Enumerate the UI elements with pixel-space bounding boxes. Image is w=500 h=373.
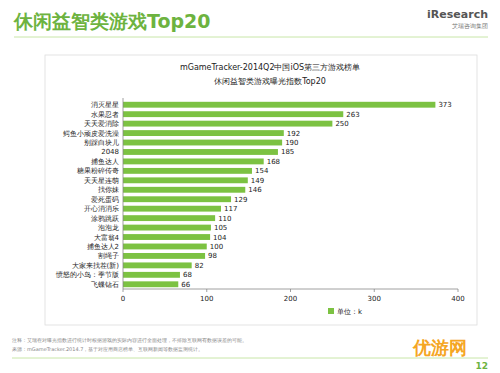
legend-text: 单位：k <box>337 308 363 316</box>
category-label: 捕鱼达人 <box>91 158 119 166</box>
category-label: 糖果粉碎传奇 <box>77 167 119 175</box>
logo-sub: 艾瑞咨询集团 <box>452 22 488 29</box>
source: 来源：mGameTracker.2014.7，基于对应用商店榜单、互联网新闻等数… <box>12 346 203 352</box>
data-label: 190 <box>285 139 298 147</box>
data-label: 185 <box>281 148 294 156</box>
x-tick-label: 200 <box>284 295 297 303</box>
chart-frame <box>45 55 477 325</box>
category-label: 消灭星星 <box>91 101 119 109</box>
bar <box>123 102 435 108</box>
page: 休闲益智类游戏Top20 iResearch艾瑞咨询集团 mGameTracker-… <box>0 0 500 373</box>
data-label: 149 <box>251 177 264 185</box>
data-label: 250 <box>335 120 348 128</box>
category-label: 愤怒的小鸟：季节版 <box>55 271 119 279</box>
bar <box>123 262 192 268</box>
header-rule <box>14 37 488 38</box>
category-label: 大富翁4 <box>94 234 120 242</box>
data-label: 154 <box>255 167 269 175</box>
heading: 休闲益智类游戏Top20 <box>13 10 211 32</box>
data-label: 117 <box>224 205 237 213</box>
chart-title: mGameTracker-2014Q2中国iOS第三方游戏榜单 <box>180 63 360 72</box>
category-label: 大家来找茬(新) <box>72 262 120 270</box>
category-label: 泡泡龙 <box>98 224 119 232</box>
category-label: 水果忍者 <box>91 111 119 119</box>
bar <box>123 187 245 193</box>
note: 注释：艾瑞在对曝光指数进行统计时根据游戏的实际内容进行全面处理，不排除互联网有数… <box>12 337 247 343</box>
data-label: 129 <box>234 196 247 204</box>
category-label: 2048 <box>101 148 119 156</box>
data-label: 100 <box>210 243 223 251</box>
category-label: 涂鸦跳跃 <box>91 215 119 223</box>
x-tick <box>374 289 375 292</box>
x-tick-label: 400 <box>451 295 464 303</box>
data-label: 373 <box>438 101 451 109</box>
bar <box>123 225 211 231</box>
bar <box>123 234 210 240</box>
data-label: 105 <box>214 224 227 232</box>
bar <box>123 272 180 278</box>
category-label: 飞蝶钻石 <box>91 281 119 289</box>
bar <box>123 111 343 117</box>
category-label: 天天爱消除 <box>84 120 119 128</box>
data-label: 104 <box>213 234 227 242</box>
category-label: 别踩白块儿 <box>84 139 119 147</box>
chart-subtitle: 休闲益智类游戏曝光指数Top20 <box>214 77 326 86</box>
x-tick-label: 0 <box>121 295 125 303</box>
bar <box>123 158 264 164</box>
data-label: 168 <box>267 158 280 166</box>
bar <box>123 177 248 183</box>
category-label: 割绳子 <box>98 252 119 260</box>
x-tick <box>458 289 459 292</box>
watermark: 优游网 <box>412 337 467 358</box>
category-label: 爱死蛋码 <box>91 196 119 204</box>
page-number: 12 <box>475 361 488 371</box>
logo: iResearch <box>427 8 488 21</box>
bar <box>123 130 284 136</box>
category-label: 天天星连萌 <box>84 177 119 185</box>
category-label: 找你妹 <box>97 186 119 194</box>
data-label: 98 <box>208 252 217 260</box>
y-axis <box>123 98 124 289</box>
bar <box>123 281 178 287</box>
bar <box>123 168 252 174</box>
bar <box>123 196 231 202</box>
bar <box>123 206 221 212</box>
x-tick-label: 100 <box>200 295 213 303</box>
data-label: 68 <box>183 271 192 279</box>
data-label: 263 <box>346 111 359 119</box>
legend-swatch <box>328 308 334 314</box>
category-label: 开心消消乐 <box>84 205 119 213</box>
bars <box>123 102 435 287</box>
data-label: 146 <box>248 186 262 194</box>
data-label: 192 <box>287 130 300 138</box>
x-tick <box>206 289 207 292</box>
data-label: 110 <box>218 215 231 223</box>
x-tick-label: 300 <box>368 295 381 303</box>
data-label: 82 <box>195 262 204 270</box>
bar <box>123 121 332 127</box>
data-label: 66 <box>181 281 190 289</box>
bar <box>123 149 278 155</box>
category-label: 鳄鱼小顽皮爱洗澡 <box>63 130 119 138</box>
category-label: 捕鱼达人2 <box>87 243 119 251</box>
bar <box>123 253 205 259</box>
x-tick <box>123 289 124 292</box>
bar <box>123 215 215 221</box>
bar <box>123 140 282 146</box>
bar <box>123 244 207 250</box>
x-tick <box>290 289 291 292</box>
